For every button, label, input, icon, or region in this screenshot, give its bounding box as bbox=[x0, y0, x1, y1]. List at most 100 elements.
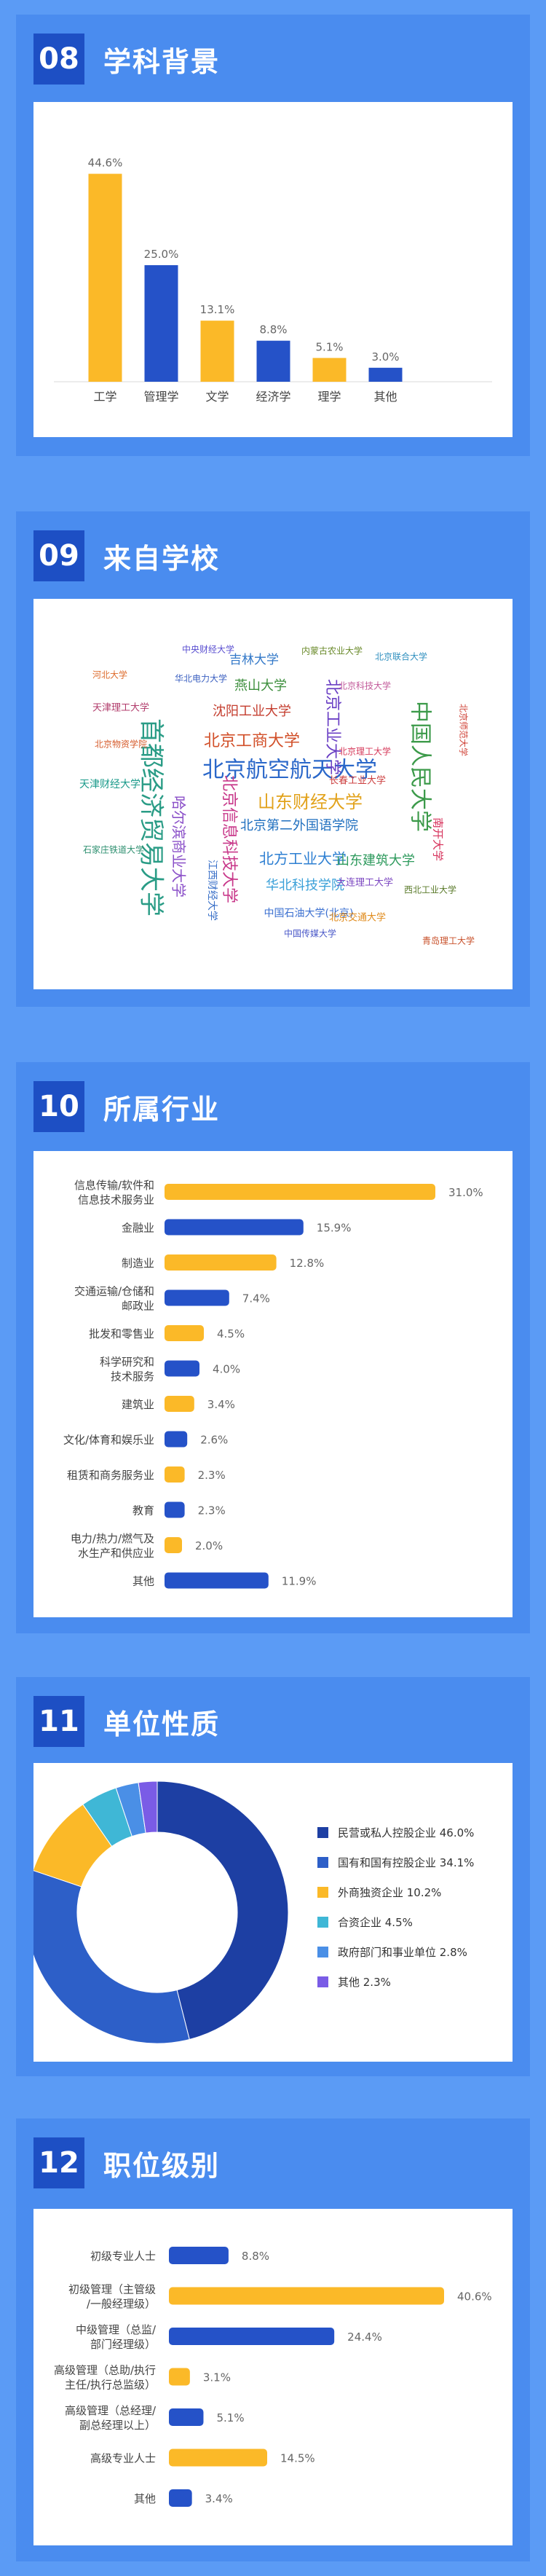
nature-chart-card: 民营或私人控股企业 46.0% 国有和国有控股企业 34.1% 外商独资企业 10.… bbox=[25, 1763, 513, 2062]
data-label: 15.9% bbox=[317, 1222, 352, 1235]
cloud-word: 北京工商大学 bbox=[204, 732, 300, 750]
x-tick-label: 管理学 bbox=[143, 390, 178, 404]
section-number: 10 bbox=[33, 1081, 84, 1132]
bar bbox=[169, 2328, 335, 2345]
cloud-word: 北京第二外国语学院 bbox=[240, 818, 358, 833]
cloud-word: 山东建筑大学 bbox=[336, 853, 415, 868]
legend-label: 国有和国有控股企业 34.1% bbox=[338, 1856, 474, 1869]
cloud-word: 北京航空航天大学 bbox=[202, 758, 377, 783]
bar bbox=[200, 321, 234, 382]
x-tick-label: 理学 bbox=[317, 390, 341, 404]
y-tick-label: 其他 bbox=[132, 1575, 154, 1588]
cloud-word: 长春工业大学 bbox=[329, 775, 386, 787]
level-bar-chart: 8.8% 初级专业人士 40.6% 初级管理（主管级/一般经理级） 24.4% 中级管理（… bbox=[54, 2247, 492, 2507]
cloud-word: 燕山大学 bbox=[234, 678, 287, 694]
legend-swatch bbox=[317, 1917, 328, 1928]
data-label: 12.8% bbox=[290, 1257, 325, 1270]
bar bbox=[165, 1572, 269, 1589]
y-tick-label: 金融业 bbox=[122, 1222, 154, 1235]
data-label: 3.4% bbox=[205, 2492, 233, 2505]
cloud-word: 吉林大学 bbox=[229, 653, 279, 667]
bar bbox=[165, 1219, 304, 1236]
section-title: 单位性质 bbox=[103, 1708, 221, 1740]
bar bbox=[165, 1184, 435, 1200]
data-label: 3.1% bbox=[203, 2371, 231, 2384]
data-label: 4.0% bbox=[213, 1363, 240, 1376]
section-number: 09 bbox=[33, 530, 84, 581]
section-header: 09 来自学校 bbox=[33, 530, 220, 581]
y-tick-label: 主任/执行总监级） bbox=[65, 2379, 156, 2392]
bar bbox=[169, 2287, 444, 2305]
level-chart-card: 8.8% 初级专业人士 40.6% 初级管理（主管级/一般经理级） 24.4% 中级管理（… bbox=[33, 2209, 513, 2545]
y-tick-label: 初级管理（主管级 bbox=[68, 2283, 156, 2296]
industry-chart-card: 31.0% 信息传输/软件和 信息技术服务业 15.9% 金融业 12.8% 制造业 7.4%… bbox=[33, 1151, 513, 1617]
bar bbox=[169, 2489, 192, 2507]
legend-swatch bbox=[317, 1827, 328, 1838]
cloud-word: 哈尔滨商业大学 bbox=[170, 796, 188, 898]
bar bbox=[165, 1360, 199, 1377]
section-number: 12 bbox=[33, 2137, 84, 2188]
bar bbox=[169, 2408, 204, 2426]
y-tick-label: 副总经理以上） bbox=[79, 2419, 156, 2432]
data-label: 11.9% bbox=[282, 1575, 317, 1588]
legend-swatch bbox=[317, 1857, 328, 1868]
bar bbox=[368, 367, 403, 382]
cloud-word: 北京理工大学 bbox=[339, 746, 391, 757]
section-number: 08 bbox=[33, 34, 84, 85]
legend-label: 民营或私人控股企业 46.0% bbox=[338, 1826, 474, 1839]
section-title: 学科背景 bbox=[103, 45, 221, 78]
cloud-word: 青岛理工大学 bbox=[422, 935, 475, 946]
y-tick-label: 租赁和商务服务业 bbox=[67, 1469, 154, 1482]
major-chart-card: 44.6% 工学 25.0% 管理学 13.1% 文学 8.8% 经济学 5.1% 理学 3.0% 其… bbox=[33, 102, 513, 437]
cloud-word: 沈阳工业大学 bbox=[213, 704, 291, 719]
data-label: 8.8% bbox=[259, 323, 287, 337]
data-label: 3.0% bbox=[371, 350, 399, 364]
pie-slice bbox=[138, 1780, 158, 1834]
bar bbox=[256, 340, 290, 382]
data-label: 14.5% bbox=[280, 2452, 315, 2465]
section-industry: 10 所属行业 31.0% 信息传输/软件和 信息技术服务业 15.9% 金融业 12.8… bbox=[16, 1062, 530, 1633]
y-tick-label: 邮政业 bbox=[122, 1300, 154, 1313]
section-title: 所属行业 bbox=[103, 1093, 221, 1126]
y-tick-label: /一般经理级） bbox=[87, 2298, 156, 2311]
cloud-word: 山东财经大学 bbox=[258, 792, 363, 812]
y-tick-label: 文化/体育和娱乐业 bbox=[63, 1434, 154, 1447]
legend-label: 外商独资企业 10.2% bbox=[338, 1886, 441, 1899]
bar bbox=[165, 1325, 204, 1341]
cloud-word: 江西财经大学 bbox=[206, 860, 218, 921]
x-tick-label: 文学 bbox=[205, 390, 229, 404]
bar bbox=[165, 1537, 182, 1553]
section-major: 08 学科背景 44.6% 工学 25.0% 管理学 13.1% 文学 8.8% 经济学 5.1… bbox=[16, 15, 530, 456]
cloud-word: 河北大学 bbox=[92, 669, 127, 680]
y-tick-label: 制造业 bbox=[122, 1257, 154, 1270]
major-bar-chart: 44.6% 工学 25.0% 管理学 13.1% 文学 8.8% 经济学 5.1% 理学 3.0% 其… bbox=[54, 157, 492, 404]
data-label: 31.0% bbox=[448, 1186, 483, 1199]
y-tick-label: 水生产和供应业 bbox=[78, 1547, 154, 1560]
data-label: 40.6% bbox=[457, 2290, 492, 2304]
y-tick-label: 技术服务 bbox=[111, 1370, 154, 1383]
data-label: 13.1% bbox=[200, 303, 235, 316]
data-label: 4.5% bbox=[217, 1327, 245, 1340]
legend-swatch bbox=[317, 1947, 328, 1957]
y-tick-label: 建筑业 bbox=[122, 1398, 154, 1411]
data-label: 2.3% bbox=[198, 1469, 226, 1482]
cloud-word: 华北科技学院 bbox=[266, 878, 344, 893]
bar bbox=[169, 2247, 229, 2264]
section-level: 12 职位级别 8.8% 初级专业人士 40.6% 初级管理（主管级/一般经理级） 24… bbox=[16, 2118, 530, 2561]
cloud-word: 北京信息科技大学 bbox=[220, 775, 238, 903]
bar bbox=[312, 358, 347, 382]
data-label: 5.1% bbox=[315, 340, 343, 353]
cloud-word: 石家庄铁道大学 bbox=[83, 844, 144, 855]
section-header: 12 职位级别 bbox=[33, 2137, 220, 2188]
bar bbox=[169, 2368, 190, 2386]
bar bbox=[165, 1254, 277, 1271]
cloud-word: 华北电力大学 bbox=[175, 673, 227, 684]
section-header: 11 单位性质 bbox=[33, 1696, 220, 1747]
cloud-word: 北京物资学院 bbox=[95, 739, 147, 750]
bar bbox=[165, 1396, 194, 1412]
cloud-word: 中国石油大学(北京) bbox=[264, 908, 354, 919]
data-label: 7.4% bbox=[242, 1292, 270, 1305]
cloud-word: 天津理工大学 bbox=[92, 702, 149, 714]
section-header: 10 所属行业 bbox=[33, 1081, 220, 1132]
